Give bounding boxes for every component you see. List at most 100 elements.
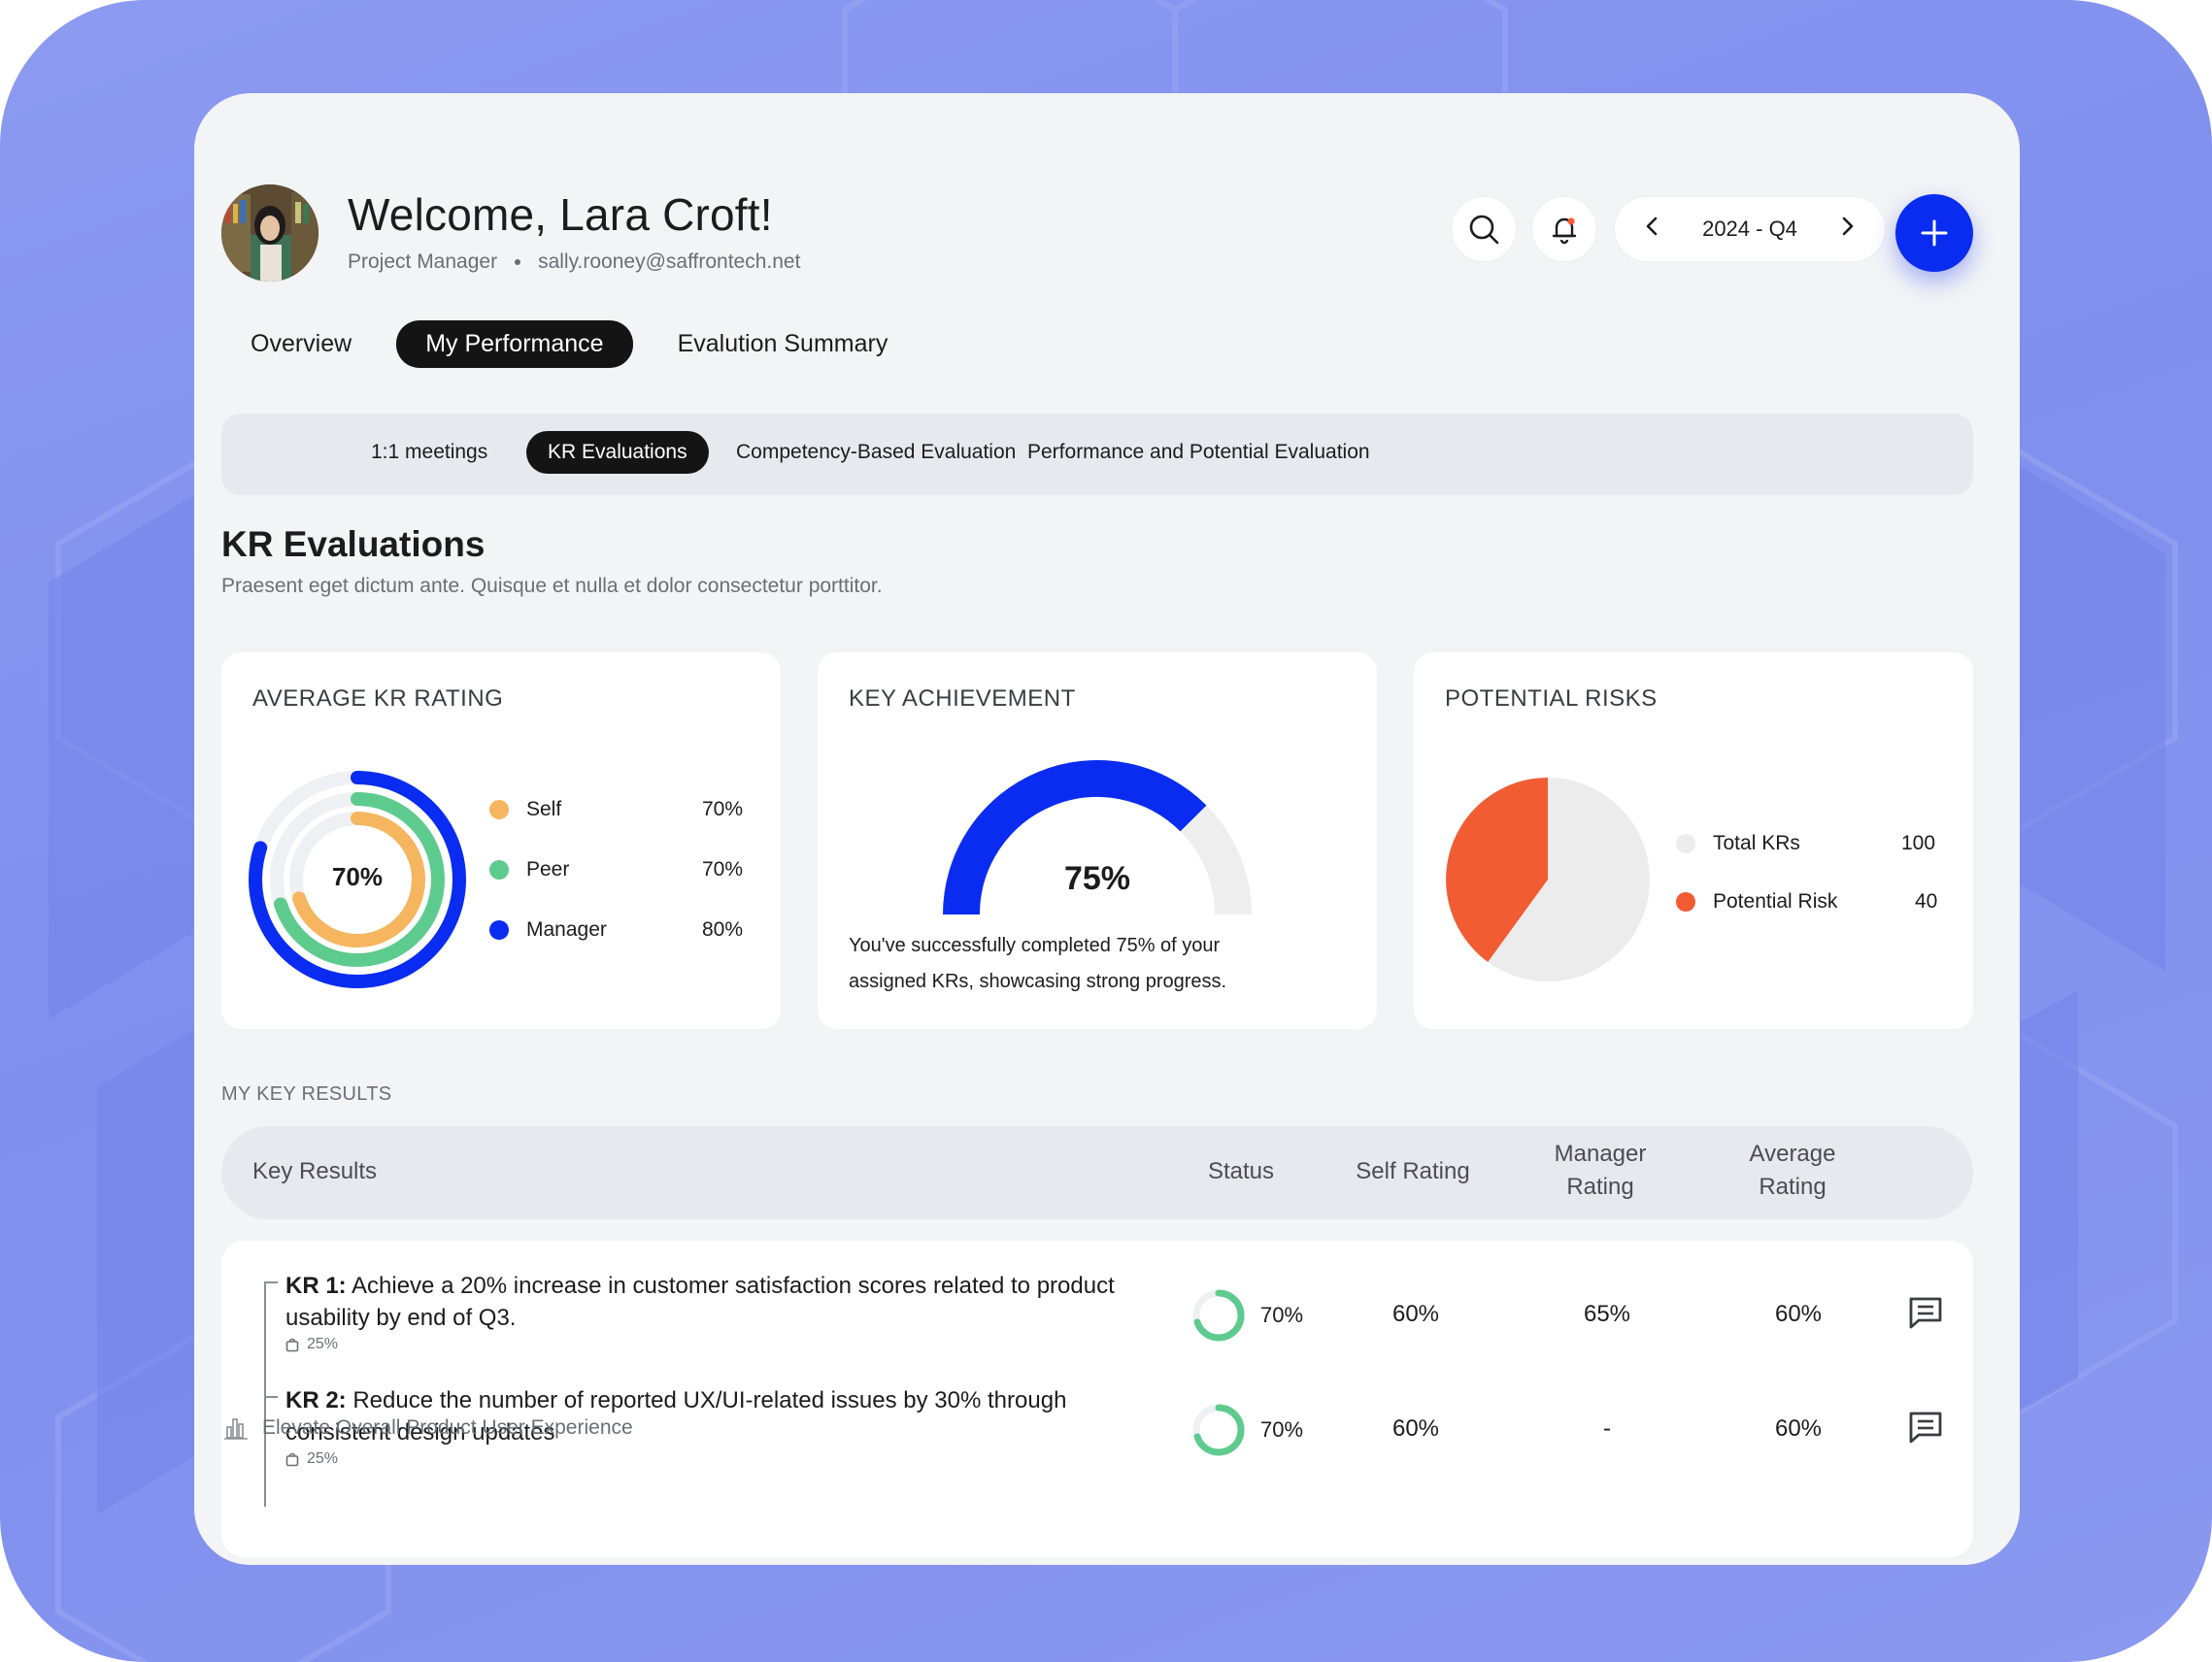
kr-1-average-rating: 60%: [1774, 1301, 1823, 1327]
legend-label-manager: Manager: [526, 918, 607, 941]
add-button[interactable]: [1895, 194, 1973, 272]
legend-dot-total: [1676, 834, 1695, 853]
rating-rings-chart: [249, 771, 466, 988]
potential-risks-card: POTENTIAL RISKS Total KRs 100 Potential …: [1414, 652, 1973, 1029]
col-manager-line1: Manager: [1554, 1141, 1647, 1167]
legend-label-total: Total KRs: [1713, 832, 1800, 854]
average-kr-rating-card: AVERAGE KR RATING 70% Self 70% Peer 70% …: [221, 652, 781, 1029]
kr-2-manager-rating: -: [1603, 1415, 1611, 1442]
col-key-results: Key Results: [252, 1158, 378, 1184]
col-average-line1: Average: [1749, 1141, 1836, 1167]
bell-icon: [1552, 217, 1577, 245]
search-icon: [1469, 215, 1499, 245]
search-button[interactable]: [1451, 196, 1517, 262]
avg-rating-center-label: 70%: [331, 862, 384, 891]
pie-slice-risk: [1446, 778, 1548, 962]
kr-1-weight: 25%: [285, 1336, 338, 1353]
col-status: Status: [1207, 1158, 1275, 1184]
period-selector[interactable]: 2024 - Q4: [1614, 196, 1886, 262]
weight-icon: [285, 1452, 299, 1467]
welcome-title: Welcome, Lara Croft!: [348, 189, 773, 240]
chart-bars-icon: [224, 1418, 248, 1440]
user-meta: Project Manager sally.rooney@saffrontech…: [348, 250, 800, 274]
key-results-label: MY KEY RESULTS: [221, 1083, 392, 1105]
legend-value-risk: 40: [1915, 890, 1938, 913]
subtab-meetings[interactable]: 1:1 meetings: [371, 441, 488, 463]
key-achievement-card: KEY ACHIEVEMENT 75% You've successfully …: [818, 652, 1377, 1029]
legend-manager: Manager: [489, 918, 607, 942]
gauge-fill: [943, 760, 1207, 915]
tree-vertical-line: [264, 1281, 266, 1507]
risk-pie-chart: [1446, 778, 1650, 981]
dashboard-card: Welcome, Lara Croft! Project Manager sal…: [194, 93, 2020, 1565]
tree-branch-2: [264, 1396, 278, 1398]
ring-peer: [270, 792, 445, 967]
sub-tabs: 1:1 meetings KR Evaluations Competency-B…: [221, 414, 1973, 495]
separator-dot: [515, 259, 521, 265]
period-label: 2024 - Q4: [1702, 216, 1797, 241]
legend-dot-peer: [489, 860, 509, 880]
achievement-value: 75%: [1063, 860, 1131, 897]
card-title: KEY ACHIEVEMENT: [849, 685, 1076, 712]
legend-total-krs: Total KRs: [1676, 832, 1800, 855]
user-email[interactable]: sally.rooney@saffrontech.net: [538, 250, 801, 273]
weight-icon: [285, 1338, 299, 1352]
chevron-right-icon[interactable]: [1840, 216, 1856, 244]
tree-branch-1: [264, 1281, 278, 1283]
kr-1-manager-rating: 65%: [1583, 1301, 1631, 1327]
card-title: AVERAGE KR RATING: [252, 685, 504, 712]
kr-2-status: 70%: [1260, 1417, 1304, 1442]
kr-2-prefix: KR 2:: [285, 1387, 347, 1413]
col-average-line2: Rating: [1759, 1174, 1827, 1200]
comment-icon[interactable]: [1907, 1295, 1944, 1330]
kr-2-weight: 25%: [285, 1450, 338, 1468]
plus-icon: [1921, 219, 1948, 247]
subtab-competency[interactable]: Competency-Based Evaluation: [736, 441, 1017, 463]
comment-icon[interactable]: [1907, 1410, 1944, 1445]
legend-potential-risk: Potential Risk: [1676, 890, 1837, 914]
legend-value-self: 70%: [702, 798, 744, 820]
table-header: Key Results Status Self Rating Manager R…: [221, 1126, 1973, 1219]
legend-label-risk: Potential Risk: [1713, 890, 1838, 913]
col-average-rating: Average Rating: [1715, 1138, 1870, 1204]
status-ring: [1192, 1404, 1245, 1456]
col-self-rating: Self Rating: [1356, 1158, 1470, 1184]
legend-label-self: Self: [526, 798, 562, 820]
tab-evaluation-summary[interactable]: Evalution Summary: [677, 330, 888, 357]
kr-2-self-rating: 60%: [1391, 1415, 1440, 1442]
objective-label[interactable]: Elevate Overall Product User Experience: [223, 1415, 633, 1441]
user-role: Project Manager: [348, 250, 498, 273]
kr-row-1-text[interactable]: KR 1: Achieve a 20% increase in customer…: [285, 1270, 1159, 1334]
kr-row-2-text[interactable]: KR 2: Reduce the number of reported UX/U…: [285, 1384, 1159, 1448]
chevron-left-icon[interactable]: [1644, 216, 1659, 244]
legend-label-peer: Peer: [526, 858, 570, 881]
achievement-description: You've successfully completed 75% of you…: [849, 928, 1226, 1000]
kr-2-description: Reduce the number of reported UX/UI-rela…: [285, 1387, 1067, 1446]
kr-1-status: 70%: [1260, 1303, 1304, 1327]
legend-dot-self: [489, 800, 509, 819]
subtab-performance-potential[interactable]: Performance and Potential Evaluation: [1027, 441, 1370, 463]
avatar[interactable]: [221, 184, 318, 282]
kr-1-prefix: KR 1:: [285, 1273, 347, 1299]
status-ring-fill: [1192, 1404, 1245, 1456]
col-manager-line2: Rating: [1566, 1174, 1634, 1200]
status-ring: [1192, 1289, 1245, 1342]
legend-value-total: 100: [1901, 832, 1936, 854]
kr-2-weight-value: 25%: [307, 1450, 339, 1467]
subtab-kr-evaluations[interactable]: KR Evaluations: [526, 431, 709, 474]
page-title: KR Evaluations: [221, 524, 486, 564]
achievement-text-line2: assigned KRs, showcasing strong progress…: [849, 971, 1227, 992]
tab-my-performance[interactable]: My Performance: [396, 320, 633, 368]
table-body: KR 1: Achieve a 20% increase in customer…: [221, 1241, 1973, 1557]
main-tabs: Overview My Performance Evalution Summar…: [243, 320, 895, 368]
tab-overview[interactable]: Overview: [251, 330, 352, 357]
legend-self: Self: [489, 798, 561, 821]
card-title: POTENTIAL RISKS: [1445, 685, 1658, 712]
legend-peer: Peer: [489, 858, 569, 881]
ring-manager: [249, 771, 466, 988]
kr-1-description: Achieve a 20% increase in customer satis…: [285, 1273, 1115, 1331]
notifications-button[interactable]: [1531, 196, 1597, 262]
kr-2-average-rating: 60%: [1774, 1415, 1823, 1442]
legend-dot-risk: [1676, 892, 1695, 912]
achievement-gauge: [943, 760, 1252, 915]
